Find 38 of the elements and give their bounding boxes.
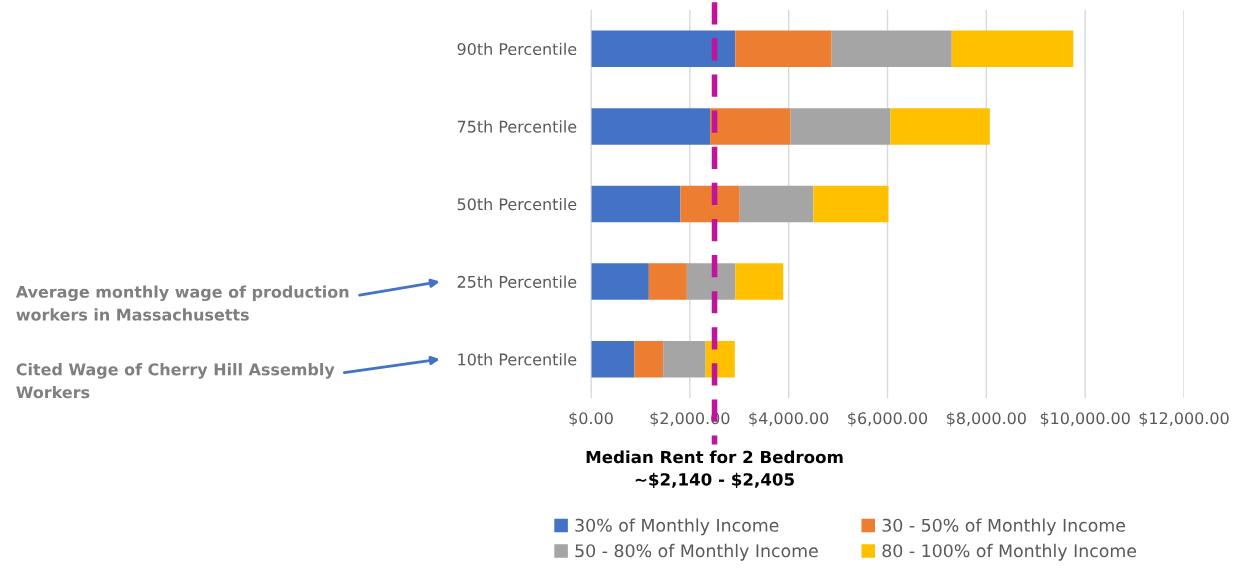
text: Cited Wage of Cherry Hill Assembly Workers	[16, 363, 335, 399]
x-tick-label: $12,000.00	[1139, 411, 1229, 427]
y-tick-label: 75th Percentile	[457, 120, 577, 133]
x-tick-label: $8,000.00	[947, 411, 1026, 427]
bar	[686, 263, 736, 300]
bar	[591, 108, 711, 145]
legend-label: 50 - 80% of Monthly Income	[575, 543, 818, 561]
y-tick-label: 50th Percentile	[457, 197, 577, 211]
x-tick-label: $2,000.00	[650, 411, 730, 427]
bar	[663, 340, 706, 378]
y-tick-label: 10th Percentile	[458, 353, 577, 366]
bar	[831, 30, 952, 68]
legend-label: 30 - 50% of Monthly Income	[882, 518, 1126, 536]
bar	[813, 185, 889, 223]
bar	[648, 263, 687, 300]
bar	[591, 263, 649, 300]
bar	[735, 30, 832, 68]
bar	[591, 30, 736, 68]
bar	[680, 185, 740, 223]
legend-label: 80 - 100% of Monthly Income	[882, 543, 1137, 561]
x-tick-label: $0.00	[569, 411, 613, 427]
y-tick-label: 25th Percentile	[457, 275, 577, 288]
bar	[591, 185, 681, 223]
x-tick-label: $10,000.00	[1040, 411, 1130, 427]
legend-label: 30% of Monthly Income	[575, 518, 779, 536]
bar	[951, 30, 1074, 68]
x-tick-label: $4,000.00	[749, 411, 829, 427]
bar	[591, 340, 635, 378]
y-tick-label: 90th Percentile	[457, 42, 577, 56]
text: Average monthly wage of production workers in Massachusetts	[15, 285, 349, 321]
bar	[710, 108, 791, 145]
ref-line-label: Median Rent for 2 Bedroom ~$2,140 - $2,405	[586, 450, 843, 488]
bar	[634, 340, 664, 378]
bar	[790, 108, 891, 145]
bar	[735, 263, 784, 300]
x-tick-label: $6,000.00	[848, 411, 928, 427]
bar	[890, 108, 990, 145]
bar	[739, 185, 814, 223]
